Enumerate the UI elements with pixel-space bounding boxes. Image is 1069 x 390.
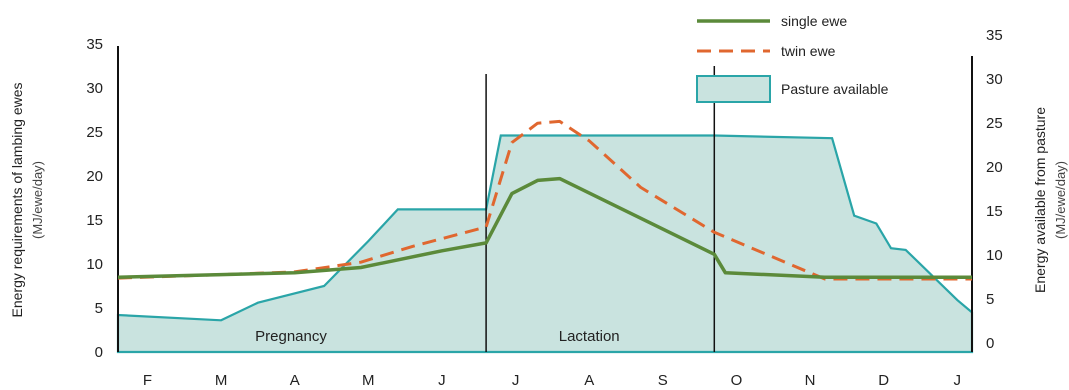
left-tick-10: 10 [86, 256, 103, 273]
right-tick-35: 35 [986, 27, 1003, 44]
x-tick-5: J [438, 372, 446, 389]
x-tick-3: A [290, 372, 300, 389]
right-axis-title: Energy available from pasture (MJ/ewe/da… [1032, 107, 1068, 293]
legend-swatch-pasture [696, 75, 771, 103]
x-tick-2: M [215, 372, 228, 389]
left-tick-30: 30 [86, 80, 103, 97]
right-tick-0: 0 [986, 335, 994, 352]
right-tick-10: 10 [986, 247, 1003, 264]
x-tick-1: F [143, 372, 152, 389]
phase-label-lactation: Lactation [559, 328, 620, 345]
right-axis-unit: (MJ/ewe/day) [1053, 161, 1068, 239]
x-tick-8: S [658, 372, 668, 389]
right-tick-20: 20 [986, 159, 1003, 176]
pasture-area [116, 134, 974, 354]
legend-label-twin: twin ewe [781, 43, 836, 59]
x-tick-11: D [878, 372, 889, 389]
left-y-ticks: 0 5 10 15 20 25 30 35 [86, 36, 103, 361]
left-tick-0: 0 [95, 344, 103, 361]
x-tick-4: M [362, 372, 375, 389]
legend: single ewe twin ewe Pasture available [696, 13, 889, 103]
phase-label-pregnancy: Pregnancy [255, 328, 327, 345]
x-tick-6: J [512, 372, 520, 389]
left-tick-20: 20 [86, 168, 103, 185]
left-axis-unit: (MJ/ewe/day) [30, 161, 45, 239]
left-axis-title: Energy requirements of lambing ewes (MJ/… [9, 82, 45, 317]
legend-label-single: single ewe [781, 13, 847, 29]
right-tick-25: 25 [986, 115, 1003, 132]
legend-label-pasture: Pasture available [781, 81, 889, 97]
left-tick-5: 5 [95, 300, 103, 317]
left-tick-15: 15 [86, 212, 103, 229]
right-y-ticks: 0 5 10 15 20 25 30 35 [986, 27, 1003, 352]
left-axis-label: Energy requirements of lambing ewes [9, 82, 25, 317]
x-month-ticks: F M A M J J A S O N D J [143, 372, 961, 389]
left-tick-25: 25 [86, 124, 103, 141]
single-ewe-line [117, 176, 972, 279]
x-tick-9: O [731, 372, 743, 389]
right-tick-30: 30 [986, 71, 1003, 88]
x-tick-10: N [805, 372, 816, 389]
right-tick-5: 5 [986, 291, 994, 308]
x-tick-12: J [954, 372, 962, 389]
x-tick-7: A [584, 372, 594, 389]
right-tick-15: 15 [986, 203, 1003, 220]
left-tick-35: 35 [86, 36, 103, 53]
right-axis-label: Energy available from pasture [1032, 107, 1048, 293]
